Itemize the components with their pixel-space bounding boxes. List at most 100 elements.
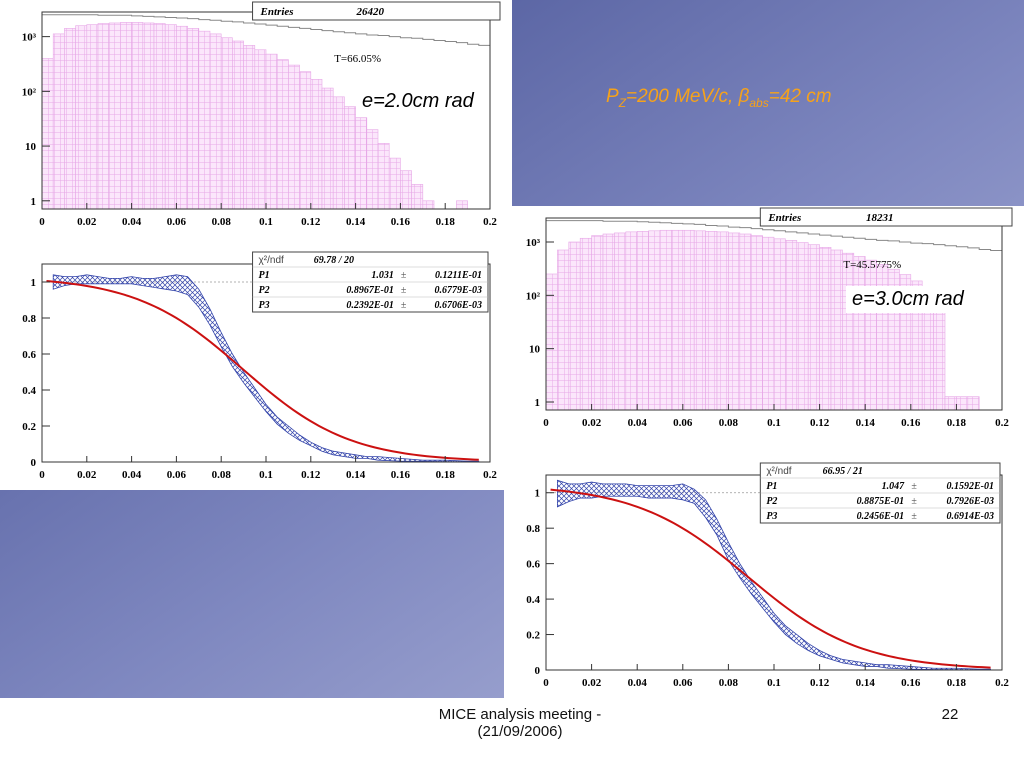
histogram-bar bbox=[288, 64, 300, 210]
fit-curve bbox=[550, 488, 991, 669]
footer-text: MICE analysis meeting - bbox=[438, 706, 602, 723]
y-tick-label: 0.6 bbox=[22, 349, 36, 361]
histogram-bar bbox=[377, 143, 390, 210]
plus-minus-sign: ± bbox=[911, 481, 917, 492]
histogram-bar bbox=[299, 71, 312, 210]
y-tick-label: 0.2 bbox=[526, 630, 540, 642]
plus-minus-sign: ± bbox=[401, 270, 407, 281]
x-tick-label: 0 bbox=[39, 216, 45, 228]
plus-minus-sign: ± bbox=[911, 496, 917, 507]
histogram-bar bbox=[355, 117, 368, 210]
y-tick-label: 0 bbox=[31, 457, 37, 469]
chi2-label: χ²/ndf bbox=[766, 466, 791, 477]
x-tick-label: 0.12 bbox=[810, 417, 830, 429]
histogram-bar bbox=[944, 396, 957, 411]
y-tick-label: 0.8 bbox=[526, 523, 540, 535]
plus-minus-sign: ± bbox=[401, 285, 407, 296]
plus-minus-sign: ± bbox=[401, 300, 407, 311]
y-tick-label: 0.2 bbox=[22, 421, 36, 433]
x-tick-label: 0.1 bbox=[259, 216, 273, 228]
chi2-label: χ²/ndf bbox=[259, 255, 284, 266]
x-tick-label: 0.02 bbox=[582, 677, 602, 689]
histogram-bar bbox=[728, 232, 741, 411]
fit-param-value: 0.8875E-01 bbox=[857, 496, 905, 507]
histogram-bar bbox=[579, 237, 592, 411]
x-tick-label: 0.08 bbox=[719, 677, 739, 689]
histogram-bar bbox=[716, 231, 729, 411]
y-tick-label: 1 bbox=[31, 277, 37, 289]
y-tick-label: 0.4 bbox=[22, 385, 36, 397]
fit-param-value: 1.031 bbox=[371, 270, 394, 281]
left-emittance-label: e=2.0cm rad bbox=[356, 88, 480, 115]
histogram-bar bbox=[807, 244, 820, 411]
x-tick-label: 0.12 bbox=[301, 469, 321, 481]
y-tick-label: 0.6 bbox=[526, 559, 540, 571]
transmission-label: T=45.5775% bbox=[843, 259, 901, 271]
x-tick-label: 0.06 bbox=[167, 469, 187, 481]
histogram-bar bbox=[321, 87, 334, 210]
fit-param-error: 0.1592E-01 bbox=[947, 481, 995, 492]
fit-param-name: P3 bbox=[766, 511, 777, 522]
histogram-bar bbox=[366, 129, 379, 210]
histogram-bar bbox=[220, 37, 233, 210]
histogram-bar bbox=[648, 230, 661, 411]
fit-param-name: P2 bbox=[766, 496, 777, 507]
histogram-bar bbox=[254, 49, 267, 210]
x-tick-label: 0.14 bbox=[856, 417, 876, 429]
x-tick-label: 0.2 bbox=[483, 216, 497, 228]
x-tick-label: 0.18 bbox=[436, 216, 456, 228]
chi2-value: 69.78 / 20 bbox=[314, 255, 354, 266]
x-tick-label: 0.06 bbox=[673, 677, 693, 689]
histogram-bar bbox=[187, 28, 200, 210]
page-number: 22 bbox=[941, 706, 959, 723]
histogram-bar bbox=[131, 22, 144, 210]
right-plot-panel: 0 0.02 0.04 0.06 0.08 0.1 0.12 0.14 0.16 0.18 0.2 1… bbox=[504, 206, 1024, 698]
x-tick-label: 0.1 bbox=[767, 677, 781, 689]
y-tick-label: 10² bbox=[526, 290, 541, 302]
y-tick-label: 10³ bbox=[526, 237, 541, 249]
histogram-bar bbox=[276, 59, 289, 210]
histogram-bar bbox=[120, 22, 132, 210]
stats-entries-value: 26420 bbox=[355, 6, 384, 18]
histogram-bar bbox=[232, 40, 244, 210]
histogram-bar bbox=[853, 256, 866, 411]
slide-title: PZ=200 MeV/c, βabs=42 cm bbox=[606, 86, 832, 110]
right-transmission-fit: 0 0.02 0.04 0.06 0.08 0.1 0.12 0.14 0.16 0.18 0.2 0… bbox=[526, 462, 1009, 689]
y-tick-label: 10² bbox=[22, 86, 37, 98]
x-tick-label: 0.08 bbox=[212, 469, 232, 481]
y-tick-label: 1 bbox=[535, 397, 541, 409]
x-tick-label: 0.06 bbox=[167, 216, 187, 228]
x-tick-label: 0.18 bbox=[947, 677, 967, 689]
x-tick-label: 0.12 bbox=[301, 216, 321, 228]
fit-param-error: 0.6914E-03 bbox=[947, 511, 995, 522]
x-tick-label: 0.2 bbox=[483, 469, 497, 481]
x-tick-label: 0.02 bbox=[582, 417, 602, 429]
stats-entries-label: Entries bbox=[260, 6, 294, 18]
x-tick-label: 0.16 bbox=[901, 417, 921, 429]
histogram-bar bbox=[762, 236, 775, 411]
histogram-bar bbox=[209, 33, 222, 210]
x-tick-label: 0.18 bbox=[436, 469, 456, 481]
histogram-bar bbox=[864, 259, 877, 411]
histogram-bar bbox=[64, 28, 76, 210]
histogram-bar bbox=[682, 229, 695, 411]
histogram-bar bbox=[842, 252, 855, 411]
histogram-bar bbox=[265, 53, 278, 210]
fit-param-value: 1.047 bbox=[882, 481, 906, 492]
histogram-bar bbox=[108, 22, 121, 210]
left-transmission-fit: 0 0.02 0.04 0.06 0.08 0.1 0.12 0.14 0.16 0.18 0.2 0… bbox=[22, 251, 497, 481]
histogram-bar bbox=[456, 200, 468, 210]
x-tick-label: 0.04 bbox=[122, 216, 142, 228]
stats-box bbox=[252, 1, 501, 21]
x-tick-label: 0.04 bbox=[628, 417, 648, 429]
fit-param-name: P3 bbox=[259, 300, 270, 311]
histogram-bar bbox=[86, 24, 99, 210]
histogram-bar bbox=[933, 297, 946, 411]
fit-param-value: 0.2392E-01 bbox=[346, 300, 394, 311]
histogram-bar bbox=[332, 96, 345, 210]
histogram-bar bbox=[705, 231, 718, 411]
histogram-bar bbox=[796, 242, 809, 411]
histogram-bar bbox=[785, 240, 798, 411]
y-tick-label: 10 bbox=[25, 141, 37, 153]
histogram-bar bbox=[97, 23, 110, 210]
